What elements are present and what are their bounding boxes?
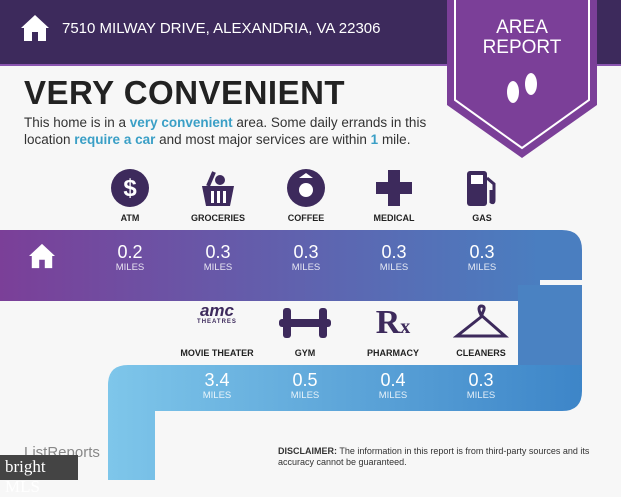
label-gym: GYM [294,348,316,358]
disclaimer: DISCLAIMER: The information in this repo… [278,446,590,467]
label-movie-theater: MOVIE THEATER [180,348,254,358]
basket-icon [174,168,262,208]
badge-line2: REPORT [482,37,562,58]
amc-logo: amc THEATRES [197,301,237,325]
label-atm: ATM [120,213,140,223]
dumbbell-icon [261,303,349,347]
bright-mls-watermark: bright MLS [0,455,78,496]
page-title: VERY CONVENIENT [24,74,346,111]
footprints-icon [507,73,537,103]
starbucks-icon [262,168,350,208]
description: This home is in a very convenient area. … [24,115,427,147]
dollar-icon: $ [86,168,174,208]
distance-groceries: 0.3 MILES [203,242,233,273]
house-icon [21,15,49,41]
svg-text:$: $ [123,175,137,202]
rx-icon: Rx [375,304,411,341]
gas-pump-icon [438,168,526,208]
label-medical: MEDICAL [373,213,415,223]
distance-cleaners: 0.3 MILES [466,370,496,401]
distance-gas: 0.3 MILES [467,242,497,273]
home-icon [29,243,55,269]
badge-line1: AREA [496,17,548,38]
address: 7510 MILWAY DRIVE, ALEXANDRIA, VA 22306 [62,20,381,37]
cross-icon [350,168,438,208]
distance-movie-theater: 3.4 MILES [202,370,232,401]
hanger-icon [437,303,525,347]
row1-icons: $ [86,168,526,208]
distance-medical: 0.3 MILES [379,242,409,273]
label-coffee: COFFEE [287,213,325,223]
distance-atm: 0.2 MILES [115,242,145,273]
distance-gym: 0.5 MILES [290,370,320,401]
label-cleaners: CLEANERS [456,348,506,358]
label-groceries: GROCERIES [190,213,245,223]
distance-pharmacy: 0.4 MILES [378,370,408,401]
area-report-badge [447,0,597,158]
distance-coffee: 0.3 MILES [291,242,321,273]
label-pharmacy: PHARMACY [366,348,419,358]
label-gas: GAS [472,213,492,223]
route-path [0,230,582,480]
